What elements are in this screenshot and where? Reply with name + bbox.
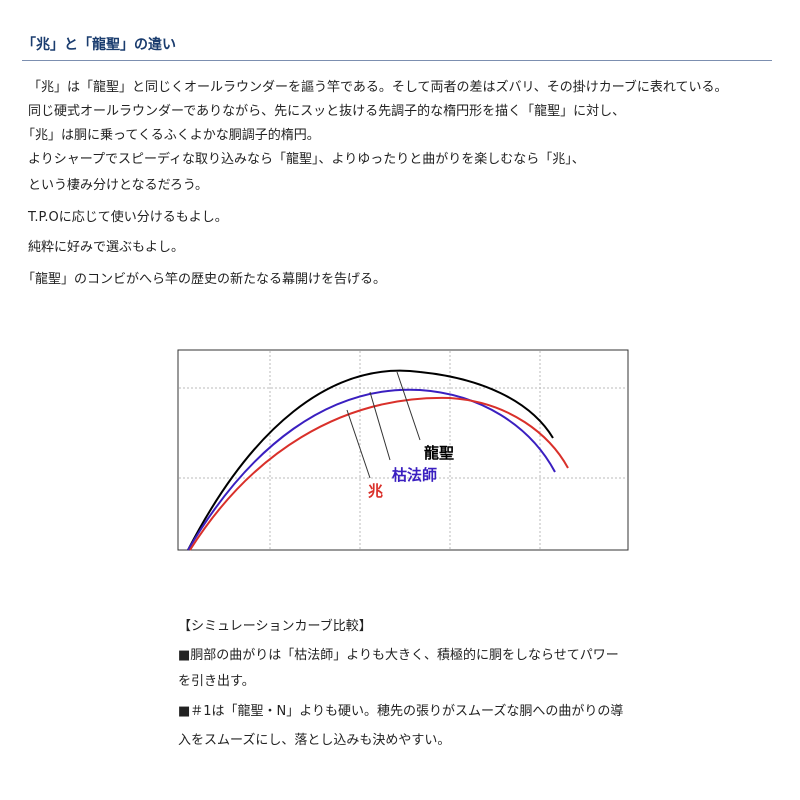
grid xyxy=(179,351,627,549)
paragraph: よりシャープでスピーディな取り込みなら「龍聖」、よりゆったりと曲がりを楽しむなら… xyxy=(28,152,585,167)
paragraph: 「兆」は胴に乗ってくるふくよかな胴調子的楕円。 xyxy=(22,128,320,143)
diagram-frame xyxy=(177,349,629,551)
note-line: を引き出す。 xyxy=(178,674,255,689)
paragraph: T.P.Oに応じて使い分けるもよし。 xyxy=(28,210,228,225)
paragraph: という棲み分けとなるだろう。 xyxy=(28,178,209,193)
note-line: 入をスムーズにし、落とし込みも決めやすい。 xyxy=(178,733,451,748)
leader-lines xyxy=(346,371,421,479)
label-koboshi: 枯法師 xyxy=(392,466,437,484)
note-line: ■胴部の曲がりは「枯法師」よりも大きく、積極的に胴をしならせてパワー xyxy=(178,648,619,663)
label-kizashi: 兆 xyxy=(368,482,383,500)
curve-ryusei xyxy=(187,369,554,551)
paragraph: 純粋に好みで選ぶもよし。 xyxy=(28,240,185,255)
note-line: ■＃1は「龍聖・N」よりも硬い。穂先の張りがスムーズな胴への曲がりの導 xyxy=(178,704,624,719)
divider xyxy=(22,60,772,61)
heading: 「兆」と「龍聖」の違い xyxy=(22,37,176,53)
paragraph: 「龍聖」のコンビがへら竿の歴史の新たなる幕開けを告げる。 xyxy=(22,272,387,287)
notes-title: 【シミュレーションカーブ比較】 xyxy=(178,619,372,634)
label-ryusei: 龍聖 xyxy=(424,444,454,462)
curve-koboshi xyxy=(187,388,556,551)
paragraph: 「兆」は「龍聖」と同じくオールラウンダーを謳う竿である。そして両者の差はズバリ、… xyxy=(28,80,728,95)
curve-kizashi xyxy=(189,396,569,551)
paragraph: 同じ硬式オールラウンダーでありながら、先にスッと抜ける先調子的な楕円形を描く「龍… xyxy=(28,104,626,119)
